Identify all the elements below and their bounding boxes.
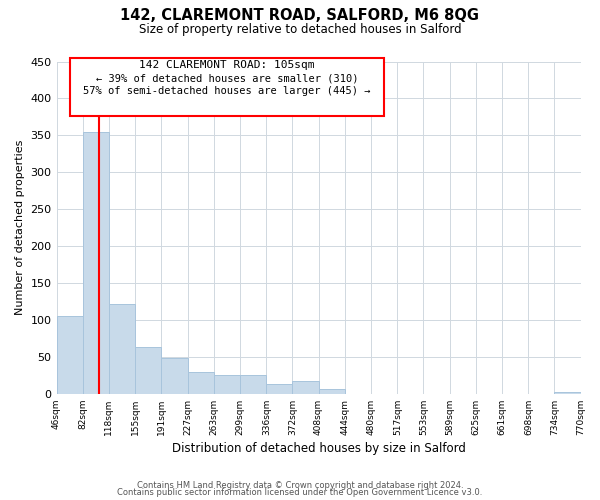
Bar xyxy=(266,384,292,394)
Text: 57% of semi-detached houses are larger (445) →: 57% of semi-detached houses are larger (… xyxy=(83,86,371,97)
Bar xyxy=(554,392,581,394)
Y-axis label: Number of detached properties: Number of detached properties xyxy=(15,140,25,316)
Text: Contains HM Land Registry data © Crown copyright and database right 2024.: Contains HM Land Registry data © Crown c… xyxy=(137,481,463,490)
Text: ← 39% of detached houses are smaller (310): ← 39% of detached houses are smaller (31… xyxy=(95,73,358,83)
Bar xyxy=(136,348,161,394)
X-axis label: Distribution of detached houses by size in Salford: Distribution of detached houses by size … xyxy=(172,442,466,455)
Bar xyxy=(83,132,109,394)
Bar xyxy=(214,374,239,394)
FancyBboxPatch shape xyxy=(70,58,384,116)
Text: 142 CLAREMONT ROAD: 105sqm: 142 CLAREMONT ROAD: 105sqm xyxy=(139,60,314,70)
Bar xyxy=(56,316,83,394)
Bar xyxy=(109,304,136,394)
Bar xyxy=(319,388,344,394)
Bar xyxy=(188,372,214,394)
Text: Contains public sector information licensed under the Open Government Licence v3: Contains public sector information licen… xyxy=(118,488,482,497)
Bar xyxy=(292,382,319,394)
Text: 142, CLAREMONT ROAD, SALFORD, M6 8QG: 142, CLAREMONT ROAD, SALFORD, M6 8QG xyxy=(121,8,479,22)
Bar xyxy=(239,376,266,394)
Text: Size of property relative to detached houses in Salford: Size of property relative to detached ho… xyxy=(139,22,461,36)
Bar xyxy=(161,358,188,394)
